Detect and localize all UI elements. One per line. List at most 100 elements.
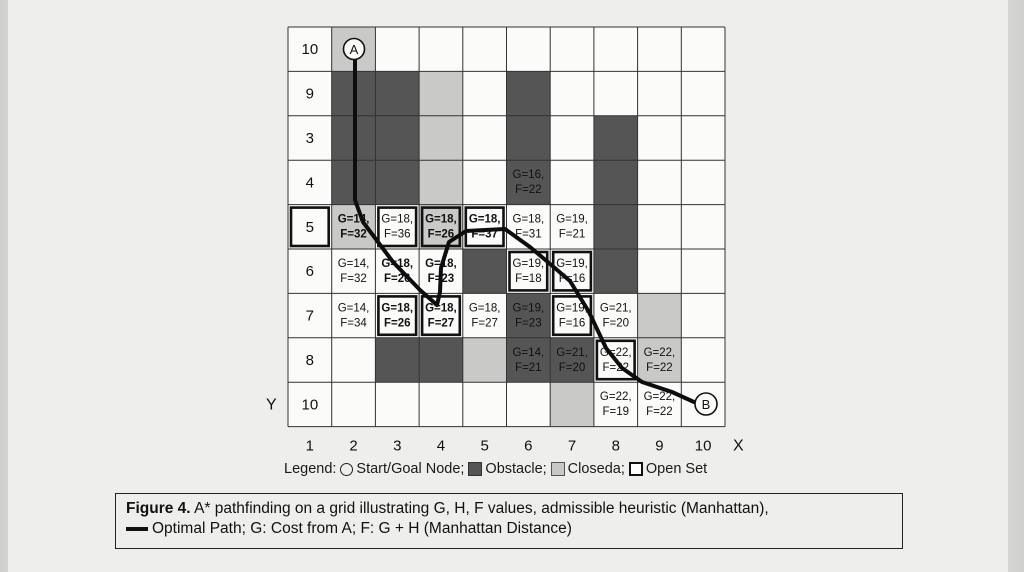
caption-line-2: Optimal Path; G: Cost from A; F: G + H (… bbox=[152, 520, 572, 537]
obstacle-cell bbox=[375, 71, 420, 116]
legend: Legend: Start/Goal Node; Obstacle; Close… bbox=[284, 461, 707, 477]
cell-g-value: G=18, bbox=[469, 214, 501, 226]
open-set-cell bbox=[377, 206, 418, 248]
obstacle-cell bbox=[419, 337, 463, 383]
cell-f-value: F=23 bbox=[515, 317, 542, 329]
cell-g-value: G=18, bbox=[381, 214, 413, 226]
cell-f-value: F=22 bbox=[646, 406, 673, 418]
column-label: 10 bbox=[695, 438, 712, 455]
cell-g-value: G=18, bbox=[425, 302, 457, 314]
row-label: 8 bbox=[306, 352, 314, 369]
obstacle-cell bbox=[375, 160, 420, 205]
obstacle-cell bbox=[506, 71, 551, 116]
cell-g-value: G=19, bbox=[556, 258, 588, 270]
cell-f-value: F=27 bbox=[428, 317, 455, 329]
cell-g-value: G=21, bbox=[600, 302, 632, 314]
cell-f-value: F=34 bbox=[340, 317, 367, 329]
x-axis-label: X bbox=[733, 438, 744, 455]
cell-f-value: F=27 bbox=[471, 317, 498, 329]
cell-f-value: F=16 bbox=[559, 317, 586, 329]
cell-f-value: F=20 bbox=[559, 362, 586, 374]
cell-g-value: G=18, bbox=[469, 302, 501, 314]
open-set-legend-icon bbox=[628, 462, 643, 476]
closed-cell bbox=[637, 293, 682, 338]
open-set-cell bbox=[289, 206, 331, 248]
column-label: 2 bbox=[349, 438, 357, 455]
obstacle-cell bbox=[506, 115, 551, 161]
closed-cell bbox=[462, 337, 507, 383]
cell-g-value: G=19, bbox=[513, 302, 545, 314]
cell-f-value: F=20 bbox=[602, 317, 629, 329]
cell-g-value: G=18, bbox=[513, 214, 545, 226]
obstacle-cell bbox=[593, 160, 638, 205]
row-label: 3 bbox=[306, 130, 314, 147]
figure-caption: Figure 4. A* pathfinding on a grid illus… bbox=[115, 493, 903, 549]
cell-f-value: F=36 bbox=[384, 229, 411, 241]
closed-cell bbox=[419, 204, 463, 249]
path-legend-icon bbox=[126, 526, 148, 531]
cell-g-value: G=14, bbox=[338, 302, 370, 314]
goal-node-label: B bbox=[702, 397, 711, 412]
cell-f-value: F=26 bbox=[428, 229, 455, 241]
column-label: 3 bbox=[393, 438, 401, 455]
cell-g-value: G=19, bbox=[556, 214, 588, 226]
cell-f-value: F=22 bbox=[515, 184, 542, 196]
obstacle-cell bbox=[550, 337, 594, 383]
cell-g-value: G=22, bbox=[600, 391, 632, 403]
cell-g-value: G=18, bbox=[381, 302, 413, 314]
cell-f-value: F=22 bbox=[602, 362, 629, 374]
open-set-cell bbox=[508, 250, 549, 292]
legend-start-goal-label: Start/Goal Node; bbox=[356, 461, 465, 477]
cell-f-value: F=19 bbox=[602, 406, 629, 418]
obstacle-cell bbox=[506, 293, 551, 338]
row-label: 9 bbox=[306, 86, 314, 103]
start-goal-legend-icon bbox=[340, 462, 354, 476]
cell-f-value: F=32 bbox=[340, 229, 367, 241]
column-label: 8 bbox=[612, 438, 620, 455]
column-label: 5 bbox=[480, 438, 488, 455]
cell-g-value: G=22, bbox=[644, 391, 676, 403]
caption-line-1: A* pathfinding on a grid illustrating G,… bbox=[194, 500, 769, 517]
caption-label: Figure 4. bbox=[126, 500, 191, 517]
obstacle-legend-icon bbox=[468, 462, 483, 476]
cell-g-value: G=18, bbox=[425, 214, 457, 226]
obstacle-cell bbox=[593, 249, 638, 294]
legend-open-label: Open Set bbox=[645, 461, 708, 477]
cell-f-value: F=26 bbox=[384, 317, 411, 329]
closed-cell bbox=[550, 382, 594, 427]
legend-prefix: Legend: bbox=[284, 461, 337, 477]
start-node bbox=[342, 37, 366, 61]
closed-cell bbox=[419, 160, 463, 205]
legend-closed-label: Closeda; bbox=[567, 461, 625, 477]
column-label: 6 bbox=[524, 438, 532, 455]
column-label: 9 bbox=[655, 438, 663, 455]
open-set-cell bbox=[551, 250, 593, 292]
obstacle-cell bbox=[375, 115, 420, 161]
column-label: 4 bbox=[437, 438, 445, 455]
open-set-cell bbox=[377, 295, 418, 337]
obstacle-cell bbox=[593, 204, 638, 249]
cell-g-value: G=14, bbox=[338, 258, 370, 270]
y-axis-label: Y bbox=[266, 396, 277, 413]
closed-cell bbox=[419, 115, 463, 161]
start-node-label: A bbox=[350, 42, 359, 57]
obstacle-cell bbox=[593, 115, 638, 161]
cell-f-value: F=32 bbox=[340, 273, 367, 285]
column-label: 7 bbox=[568, 438, 576, 455]
cell-g-value: G=22, bbox=[644, 347, 676, 359]
cell-f-value: F=18 bbox=[515, 273, 542, 285]
obstacle-cell bbox=[506, 337, 551, 383]
cell-g-value: G=19, bbox=[556, 302, 588, 314]
closed-cell bbox=[637, 337, 682, 383]
row-label: 5 bbox=[306, 219, 314, 236]
closed-legend-icon bbox=[550, 462, 565, 476]
cell-f-value: F=31 bbox=[515, 229, 542, 241]
cell-f-value: F=21 bbox=[559, 229, 586, 241]
row-label: 10 bbox=[302, 396, 319, 413]
row-label: 4 bbox=[306, 174, 314, 191]
row-label: 7 bbox=[306, 308, 314, 325]
obstacle-cell bbox=[506, 160, 551, 205]
cell-g-value: G=16, bbox=[513, 169, 545, 181]
cell-f-value: F=22 bbox=[646, 362, 673, 374]
